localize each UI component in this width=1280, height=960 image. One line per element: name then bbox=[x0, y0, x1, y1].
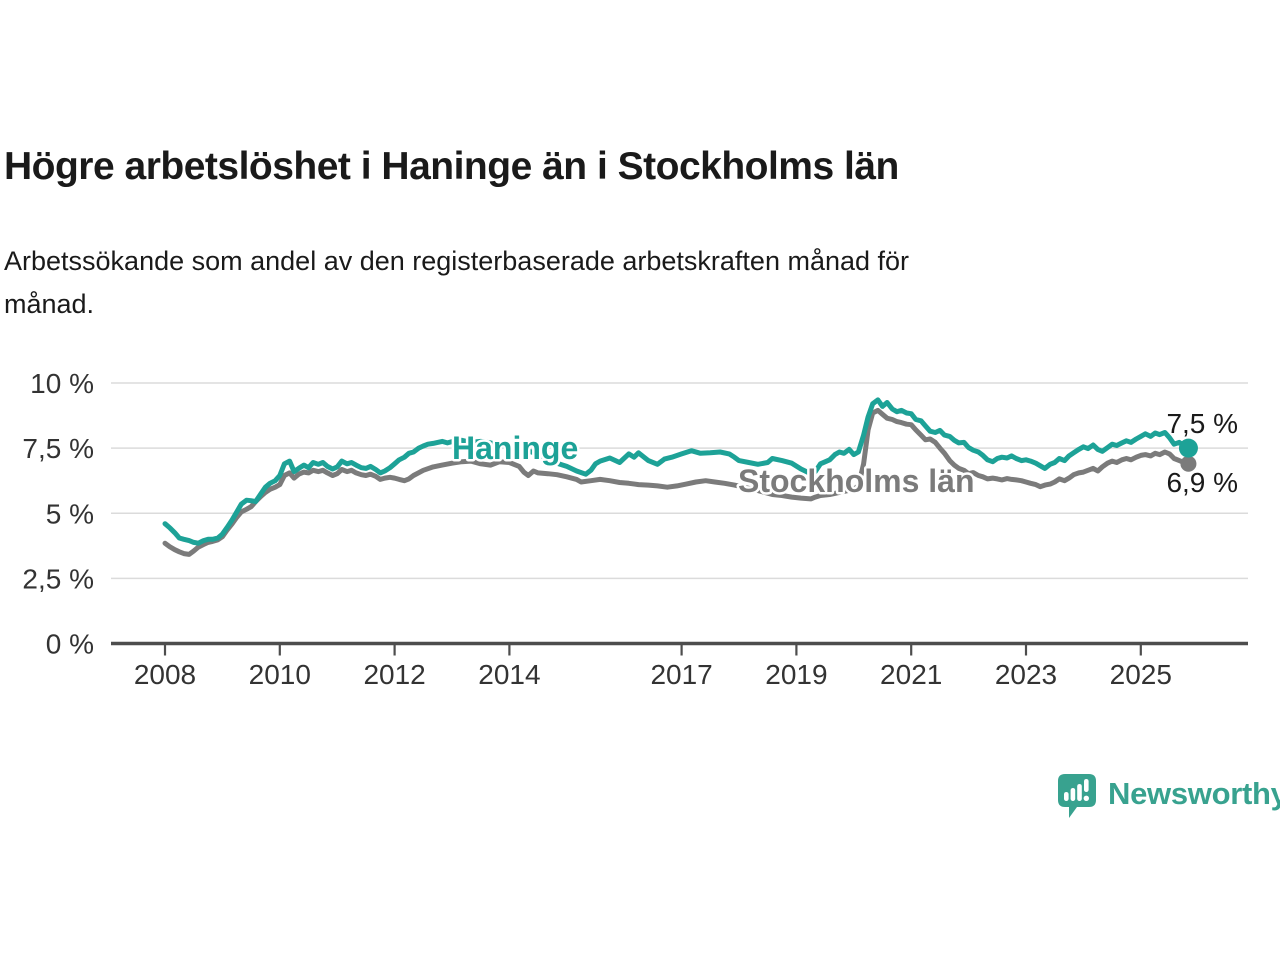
x-tick-label-2012: 2012 bbox=[363, 659, 425, 690]
newsworthy-bubble-chart-icon bbox=[1058, 774, 1096, 818]
page-title: Högre arbetslöshet i Haninge än i Stockh… bbox=[4, 145, 899, 188]
page-subtitle-line1: Arbetssökande som andel av den registerb… bbox=[4, 246, 910, 276]
page-subtitle: Arbetssökande som andel av den registerb… bbox=[4, 240, 1204, 326]
series-label-haninge: Haninge bbox=[452, 430, 578, 466]
y-tick-label-2-5: 2,5 % bbox=[22, 563, 94, 594]
x-tick-label-2025: 2025 bbox=[1110, 659, 1172, 690]
x-tick-label-2023: 2023 bbox=[995, 659, 1057, 690]
y-tick-label-0: 0 % bbox=[46, 629, 94, 660]
series-line-stockholms-l-n bbox=[162, 407, 1191, 557]
x-tick-label-2008: 2008 bbox=[134, 659, 196, 690]
series-line-haninge bbox=[162, 397, 1191, 546]
series-label-stockholms-l-n: Stockholms län bbox=[738, 463, 975, 499]
x-tick-label-2017: 2017 bbox=[650, 659, 712, 690]
x-tick-label-2019: 2019 bbox=[765, 659, 827, 690]
series-end-dot-haninge bbox=[1178, 438, 1198, 458]
newsworthy-wordmark: Newsworthy bbox=[1108, 776, 1280, 811]
y-tick-label-5: 5 % bbox=[46, 498, 94, 529]
x-tick-label-2014: 2014 bbox=[478, 659, 540, 690]
x-tick-label-2021: 2021 bbox=[880, 659, 942, 690]
newsworthy-logo: Newsworthy bbox=[1056, 772, 1280, 822]
page-subtitle-line2: månad. bbox=[4, 289, 95, 319]
end-value-label-haninge: 7,5 % bbox=[1166, 408, 1238, 439]
y-tick-label-10: 10 % bbox=[30, 368, 94, 399]
x-tick-label-2010: 2010 bbox=[249, 659, 311, 690]
end-value-label-stockholms-l-n: 6,9 % bbox=[1166, 467, 1238, 498]
y-tick-label-7-5: 7,5 % bbox=[22, 433, 94, 464]
series-end-dot-stockholms-l-n bbox=[1180, 455, 1197, 472]
